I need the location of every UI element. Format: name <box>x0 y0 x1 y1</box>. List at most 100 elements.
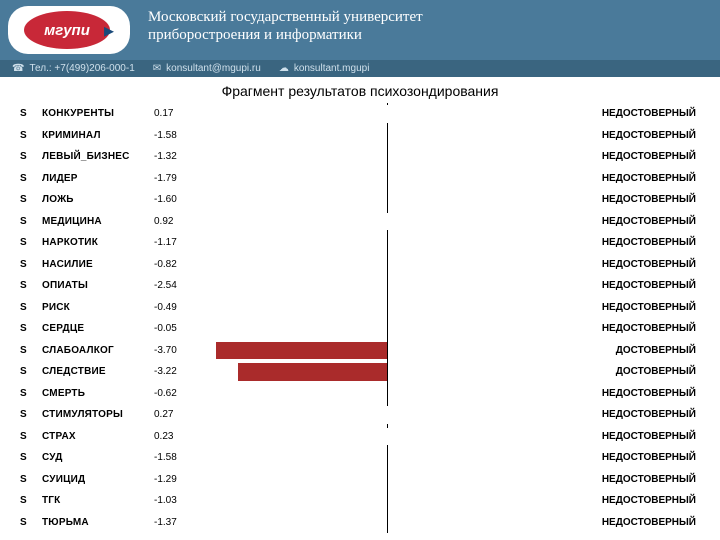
bar <box>333 234 387 252</box>
col-s: S <box>20 108 42 119</box>
col-label: СТИМУЛЯТОРЫ <box>42 409 154 420</box>
col-verdict: НЕДОСТОВЕРНЫЙ <box>502 216 700 227</box>
logo: мгупи <box>24 11 110 49</box>
contact-email: ✉ konsultant@mgupi.ru <box>153 63 261 74</box>
table-row: SОПИАТЫ-2.54НЕДОСТОВЕРНЫЙ <box>20 275 700 297</box>
bar-cell <box>202 297 502 319</box>
col-s: S <box>20 474 42 485</box>
col-label: ЛОЖЬ <box>42 194 154 205</box>
col-label: ЛИДЕР <box>42 173 154 184</box>
table-row: SСУИЦИД-1.29НЕДОСТОВЕРНЫЙ <box>20 469 700 491</box>
bar <box>216 342 387 360</box>
bar <box>387 105 395 123</box>
col-s: S <box>20 345 42 356</box>
social-icon: ☁ <box>279 63 289 74</box>
bar <box>387 428 398 446</box>
col-label: НАСИЛИЕ <box>42 259 154 270</box>
col-verdict: ДОСТОВЕРНЫЙ <box>502 366 700 377</box>
table-row: SСТРАХ0.23НЕДОСТОВЕРНЫЙ <box>20 426 700 448</box>
axis-line <box>387 340 388 362</box>
col-label: КРИМИНАЛ <box>42 130 154 141</box>
col-verdict: НЕДОСТОВЕРНЫЙ <box>502 280 700 291</box>
axis-line <box>387 125 388 147</box>
bar-cell <box>202 490 502 512</box>
col-label: СТРАХ <box>42 431 154 442</box>
col-label: СЛЕДСТВИЕ <box>42 366 154 377</box>
col-s: S <box>20 237 42 248</box>
table-row: SСМЕРТЬ-0.62НЕДОСТОВЕРНЫЙ <box>20 383 700 405</box>
col-verdict: НЕДОСТОВЕРНЫЙ <box>502 409 700 420</box>
table-row: SСЕРДЦЕ-0.05НЕДОСТОВЕРНЫЙ <box>20 318 700 340</box>
axis-line <box>387 232 388 254</box>
col-verdict: НЕДОСТОВЕРНЫЙ <box>502 108 700 119</box>
table-row: SКОНКУРЕНТЫ0.17НЕДОСТОВЕРНЫЙ <box>20 103 700 125</box>
contact-phone: ☎ Тел.: +7(499)206-000-1 <box>12 63 135 74</box>
col-verdict: НЕДОСТОВЕРНЫЙ <box>502 452 700 463</box>
bar-cell <box>202 275 502 297</box>
col-value: 0.23 <box>154 431 202 442</box>
bar <box>313 191 387 209</box>
table-row: SЛОЖЬ-1.60НЕДОСТОВЕРНЫЙ <box>20 189 700 211</box>
col-value: -1.17 <box>154 237 202 248</box>
table-row: SСЛАБОАЛКОГ-3.70ДОСТОВЕРНЫЙ <box>20 340 700 362</box>
axis-line <box>387 383 388 405</box>
bar <box>387 406 399 424</box>
col-label: РИСК <box>42 302 154 313</box>
col-s: S <box>20 323 42 334</box>
title-line-2: приборостроения и информатики <box>148 26 710 44</box>
col-s: S <box>20 388 42 399</box>
col-s: S <box>20 216 42 227</box>
col-value: -1.37 <box>154 517 202 528</box>
bar-cell <box>202 318 502 340</box>
bar-cell <box>202 168 502 190</box>
bar <box>364 299 387 317</box>
table-row: SСУД-1.58НЕДОСТОВЕРНЫЙ <box>20 447 700 469</box>
bar <box>238 363 387 381</box>
col-verdict: НЕДОСТОВЕРНЫЙ <box>502 194 700 205</box>
col-s: S <box>20 130 42 141</box>
phone-icon: ☎ <box>12 63 24 74</box>
col-value: -2.54 <box>154 280 202 291</box>
contact-bar: ☎ Тел.: +7(499)206-000-1 ✉ konsultant@mg… <box>0 60 720 77</box>
col-value: -3.70 <box>154 345 202 356</box>
col-value: -0.82 <box>154 259 202 270</box>
col-s: S <box>20 517 42 528</box>
bar-cell <box>202 254 502 276</box>
col-s: S <box>20 173 42 184</box>
col-value: -3.22 <box>154 366 202 377</box>
col-verdict: НЕДОСТОВЕРНЫЙ <box>502 302 700 313</box>
bar-cell <box>202 232 502 254</box>
table-row: SНАСИЛИЕ-0.82НЕДОСТОВЕРНЫЙ <box>20 254 700 276</box>
col-label: СУД <box>42 452 154 463</box>
bar-cell <box>202 103 502 125</box>
axis-line <box>387 490 388 512</box>
logo-text: мгупи <box>44 22 90 39</box>
col-label: СУИЦИД <box>42 474 154 485</box>
bar <box>314 127 387 145</box>
col-label: МЕДИЦИНА <box>42 216 154 227</box>
table-row: SСТИМУЛЯТОРЫ0.27НЕДОСТОВЕРНЫЙ <box>20 404 700 426</box>
table-row: SЛИДЕР-1.79НЕДОСТОВЕРНЫЙ <box>20 168 700 190</box>
col-verdict: НЕДОСТОВЕРНЫЙ <box>502 237 700 248</box>
axis-line <box>387 318 388 340</box>
col-value: -0.62 <box>154 388 202 399</box>
email-text: konsultant@mgupi.ru <box>166 63 261 74</box>
bar-cell <box>202 189 502 211</box>
bar <box>269 277 386 295</box>
axis-line <box>387 189 388 211</box>
col-s: S <box>20 366 42 377</box>
col-label: ТЮРЬМА <box>42 517 154 528</box>
table-row: SМЕДИЦИНА0.92НЕДОСТОВЕРНЫЙ <box>20 211 700 233</box>
col-label: СЛАБОАЛКОГ <box>42 345 154 356</box>
bar-cell <box>202 447 502 469</box>
col-value: -0.49 <box>154 302 202 313</box>
table-row: SНАРКОТИК-1.17НЕДОСТОВЕРНЫЙ <box>20 232 700 254</box>
col-verdict: НЕДОСТОВЕРНЫЙ <box>502 474 700 485</box>
table-row: SСЛЕДСТВИЕ-3.22 ДОСТОВЕРНЫЙ <box>20 361 700 383</box>
col-label: СМЕРТЬ <box>42 388 154 399</box>
bar-cell <box>202 146 502 168</box>
bar <box>384 320 386 338</box>
bar <box>327 471 387 489</box>
phone-text: Тел.: +7(499)206-000-1 <box>29 63 134 74</box>
bar <box>326 148 387 166</box>
